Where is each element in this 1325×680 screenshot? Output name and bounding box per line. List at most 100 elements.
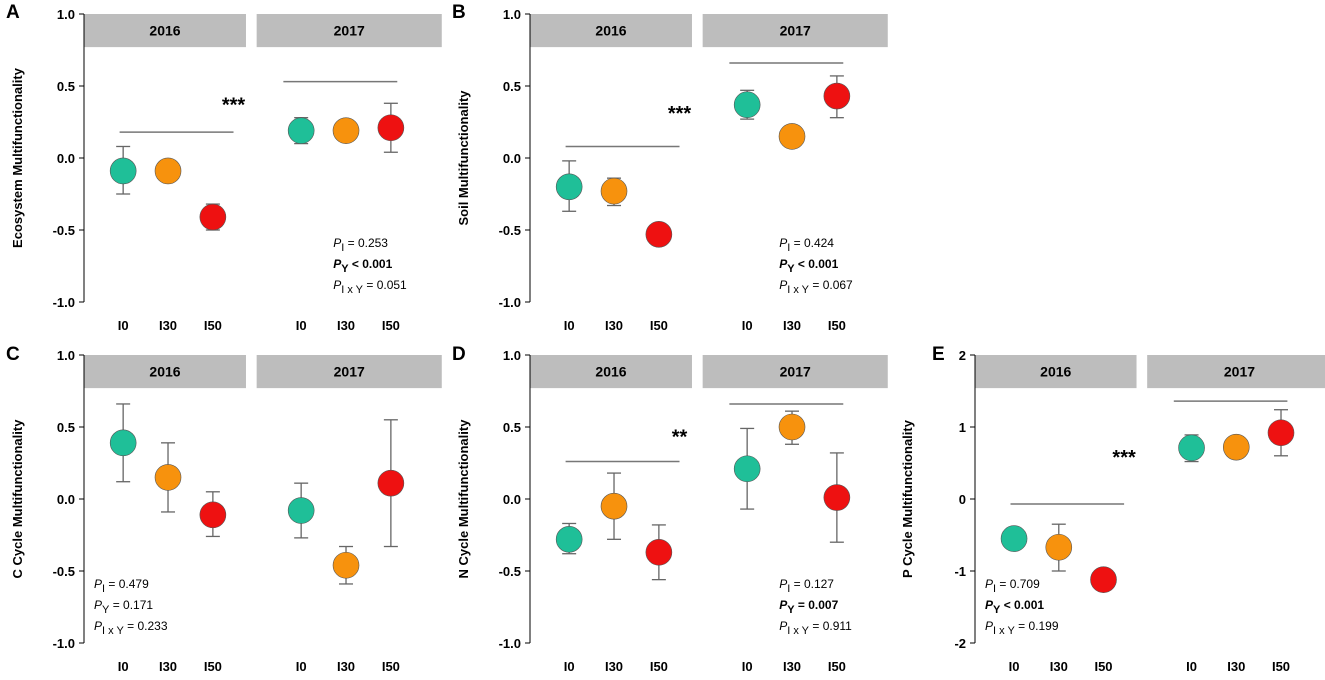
significance-marker: *** <box>222 94 246 116</box>
x-category-label: I30 <box>159 318 177 333</box>
stat-value: = 0.127 <box>790 577 834 591</box>
stat-subscript: I x Y <box>341 284 363 296</box>
y-tick-label: 1.0 <box>503 348 521 363</box>
data-point-i50 <box>823 484 851 511</box>
x-category-label: I30 <box>337 659 355 674</box>
x-category-label: I0 <box>1186 659 1197 674</box>
stat-p-symbol: P <box>985 598 994 612</box>
stat-p-symbol: P <box>94 577 102 591</box>
x-category-label: I0 <box>1009 659 1020 674</box>
x-category-label: I50 <box>828 659 846 674</box>
stat-value: = 0.067 <box>809 278 853 292</box>
data-point-i30 <box>1222 433 1250 461</box>
y-tick-label: 0.5 <box>57 79 75 94</box>
year-label: 2016 <box>149 364 180 380</box>
x-category-label: I0 <box>118 659 129 674</box>
stat-ixy: PI x Y = 0.911 <box>779 619 852 637</box>
y-tick-label: 0.0 <box>503 492 521 507</box>
data-point-i0 <box>1178 434 1205 462</box>
data-point-i50 <box>1090 566 1117 593</box>
significance-marker: *** <box>1112 447 1136 469</box>
stat-p-symbol: P <box>985 577 993 591</box>
x-category-label: I0 <box>742 659 753 674</box>
year-strip <box>530 14 692 48</box>
stat-p-symbol: P <box>333 236 341 250</box>
y-tick-label: 1 <box>959 420 966 435</box>
stat-subscript: I x Y <box>993 625 1015 637</box>
stat-p-symbol: P <box>94 619 102 633</box>
data-point-i0 <box>555 526 583 553</box>
data-point-i0 <box>555 173 583 201</box>
stat-p-symbol: P <box>333 257 342 271</box>
y-tick-label: 0.5 <box>503 79 521 94</box>
data-point-i0 <box>287 497 315 524</box>
stat-y: PY = 0.171 <box>94 598 153 616</box>
stat-p-symbol: P <box>779 577 787 591</box>
stat-value: = 0.007 <box>795 598 839 612</box>
stat-value: = 0.051 <box>363 278 407 292</box>
stat-subscript: Y <box>993 604 1001 616</box>
stat-i: PI = 0.479 <box>94 577 149 595</box>
y-tick-label: 0.5 <box>57 420 75 435</box>
stat-p-symbol: P <box>779 257 788 271</box>
data-point-i30 <box>154 157 182 185</box>
stat-p-symbol: P <box>985 619 993 633</box>
x-category-label: I50 <box>204 318 222 333</box>
stat-p-symbol: P <box>779 236 787 250</box>
x-category-label: I0 <box>742 318 753 333</box>
data-point-i30 <box>154 464 182 491</box>
data-point-i30 <box>332 551 360 579</box>
data-point-i30 <box>1045 533 1073 561</box>
x-category-label: I50 <box>650 318 668 333</box>
year-strip <box>256 355 442 389</box>
y-tick-label: 1.0 <box>57 348 75 363</box>
data-point-i0 <box>733 91 761 119</box>
stat-subscript: Y <box>102 604 110 616</box>
data-point-i30 <box>600 492 628 520</box>
stat-subscript: Y <box>787 604 795 616</box>
stat-subscript: I <box>102 583 105 595</box>
data-point-i50 <box>645 221 673 248</box>
stat-y: PY < 0.001 <box>333 257 392 275</box>
x-category-label: I50 <box>650 659 668 674</box>
year-strip <box>1147 355 1325 389</box>
y-axis-label: Ecosystem Multifunctionality <box>10 67 25 248</box>
x-category-label: I30 <box>605 318 623 333</box>
y-tick-label: 1.0 <box>503 7 521 22</box>
y-tick-label: -1.0 <box>499 636 521 651</box>
stat-ixy: PI x Y = 0.233 <box>94 619 168 637</box>
x-category-label: I50 <box>828 318 846 333</box>
x-category-label: I50 <box>1272 659 1290 674</box>
x-category-label: I30 <box>605 659 623 674</box>
data-point-i50 <box>199 501 227 529</box>
year-label: 2016 <box>595 23 626 39</box>
panel-C: C 2016 2017 -1.0 -0.5 0.0 0.5 1.0 C Cycle Multif… <box>6 344 442 674</box>
stat-value: = 0.424 <box>790 236 834 250</box>
y-tick-label: 0.0 <box>57 151 75 166</box>
y-tick-label: 0 <box>959 492 966 507</box>
x-category-label: I30 <box>159 659 177 674</box>
panel-E: E 2016 2017 -2 -1 0 1 2 P Cycle Multifunctionali… <box>900 344 1325 674</box>
stat-ixy: PI x Y = 0.067 <box>779 278 853 296</box>
panel-B: B 2016 2017 -1.0 -0.5 0.0 0.5 1.0 Soil Multifunc… <box>452 2 888 333</box>
stat-i: PI = 0.424 <box>779 236 834 254</box>
stat-p-symbol: P <box>779 278 787 292</box>
stat-value: = 0.171 <box>109 598 153 612</box>
year-label: 2017 <box>780 364 811 380</box>
data-point-i0 <box>1000 525 1028 552</box>
y-axis-label: P Cycle Multifunctionality <box>900 419 915 578</box>
data-point-i30 <box>600 177 628 205</box>
stat-subscript: I <box>993 583 996 595</box>
stat-ixy: PI x Y = 0.051 <box>333 278 407 296</box>
stat-value: = 0.233 <box>124 619 168 633</box>
panel-A: A 2016 2017 -1.0 -0.5 0.0 0.5 1.0 Ecosystem Mult… <box>6 2 442 333</box>
stat-value: = 0.479 <box>105 577 149 591</box>
year-strip <box>256 14 442 48</box>
y-tick-label: -0.5 <box>53 223 75 238</box>
stat-subscript: I <box>787 583 790 595</box>
data-point-i50 <box>377 469 405 497</box>
x-category-label: I0 <box>564 318 575 333</box>
data-point-i0 <box>733 455 761 483</box>
data-point-i50 <box>1267 419 1295 447</box>
y-tick-label: -0.5 <box>53 564 75 579</box>
